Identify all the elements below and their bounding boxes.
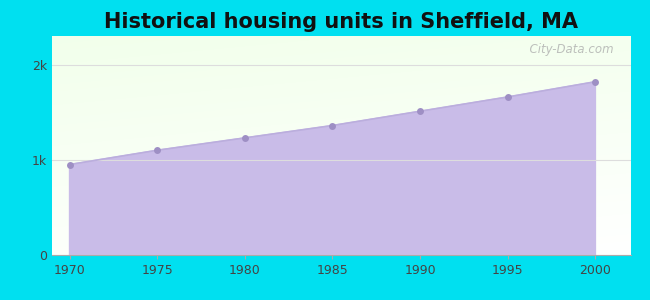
Text: City-Data.com: City-Data.com [521, 43, 613, 56]
Title: Historical housing units in Sheffield, MA: Historical housing units in Sheffield, M… [104, 12, 578, 32]
Polygon shape [70, 82, 595, 255]
